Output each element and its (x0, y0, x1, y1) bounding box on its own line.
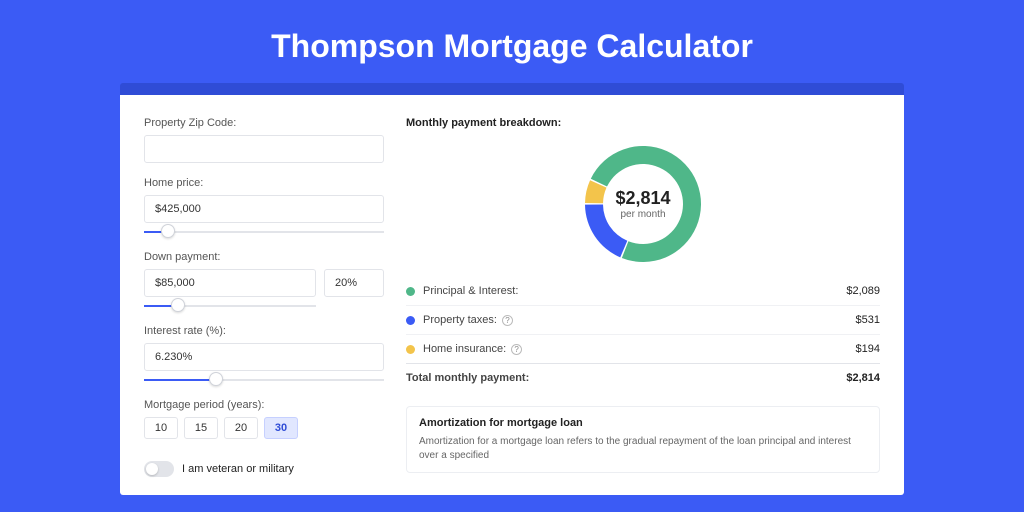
legend-label: Principal & Interest: (423, 285, 518, 297)
veteran-row: I am veteran or military (144, 461, 384, 477)
zip-label: Property Zip Code: (144, 117, 384, 129)
down-payment-input[interactable] (144, 269, 316, 297)
interest-rate-slider[interactable] (144, 375, 384, 385)
down-payment-slider-thumb[interactable] (171, 298, 185, 312)
legend-value: $2,089 (846, 285, 880, 297)
legend-dot (406, 287, 415, 296)
down-payment-slider[interactable] (144, 301, 316, 311)
donut-chart: $2,814 per month (406, 137, 880, 271)
calculator-panel: Property Zip Code: Home price: Down paym… (120, 95, 904, 495)
home-price-label: Home price: (144, 177, 384, 189)
breakdown-legend: Principal & Interest: $2,089 Property taxe… (406, 277, 880, 392)
legend-total-value: $2,814 (846, 372, 880, 384)
donut-center-value: $2,814 (615, 188, 670, 209)
legend-row: Principal & Interest: $2,089 (406, 277, 880, 305)
period-btn-15[interactable]: 15 (184, 417, 218, 439)
veteran-label: I am veteran or military (182, 463, 294, 475)
donut-center: $2,814 per month (615, 188, 670, 220)
interest-rate-label: Interest rate (%): (144, 325, 384, 337)
breakdown-column: Monthly payment breakdown: $2,814 per mo… (406, 117, 880, 473)
zip-field-group: Property Zip Code: (144, 117, 384, 163)
legend-total-label: Total monthly payment: (406, 372, 529, 384)
page-title: Thompson Mortgage Calculator (271, 28, 753, 65)
down-payment-label: Down payment: (144, 251, 384, 263)
donut-center-sub: per month (615, 209, 670, 220)
legend-row: Property taxes:? $531 (406, 305, 880, 334)
period-btn-30[interactable]: 30 (264, 417, 298, 439)
zip-input[interactable] (144, 135, 384, 163)
legend-dot (406, 345, 415, 354)
legend-label: Home insurance: (423, 343, 506, 355)
home-price-input[interactable] (144, 195, 384, 223)
amortization-title: Amortization for mortgage loan (419, 417, 867, 429)
home-price-slider-thumb[interactable] (161, 224, 175, 238)
legend-row: Home insurance:? $194 (406, 334, 880, 363)
header-stripe (120, 83, 904, 95)
period-group: Mortgage period (years): 10 15 20 30 (144, 399, 384, 439)
period-label: Mortgage period (years): (144, 399, 384, 411)
amortization-card: Amortization for mortgage loan Amortizat… (406, 406, 880, 473)
period-btn-10[interactable]: 10 (144, 417, 178, 439)
interest-rate-group: Interest rate (%): (144, 325, 384, 385)
down-payment-group: Down payment: (144, 251, 384, 311)
interest-rate-slider-thumb[interactable] (209, 372, 223, 386)
legend-dot (406, 316, 415, 325)
veteran-toggle[interactable] (144, 461, 174, 477)
down-payment-pct-input[interactable] (324, 269, 384, 297)
inputs-column: Property Zip Code: Home price: Down paym… (144, 117, 384, 473)
legend-label: Property taxes: (423, 314, 497, 326)
info-icon[interactable]: ? (511, 344, 522, 355)
home-price-group: Home price: (144, 177, 384, 237)
breakdown-title: Monthly payment breakdown: (406, 117, 880, 129)
period-buttons: 10 15 20 30 (144, 417, 384, 439)
info-icon[interactable]: ? (502, 315, 513, 326)
period-btn-20[interactable]: 20 (224, 417, 258, 439)
legend-value: $194 (856, 343, 880, 355)
legend-value: $531 (856, 314, 880, 326)
interest-rate-input[interactable] (144, 343, 384, 371)
home-price-slider[interactable] (144, 227, 384, 237)
legend-total-row: Total monthly payment: $2,814 (406, 363, 880, 392)
amortization-body: Amortization for a mortgage loan refers … (419, 435, 867, 462)
